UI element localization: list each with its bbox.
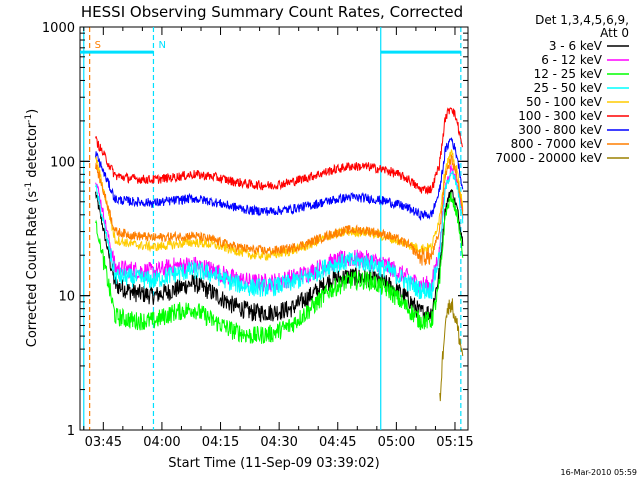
y-tick-label: 10 <box>58 290 75 305</box>
legend-header-0: Det 1,3,4,5,6,9, <box>535 13 629 27</box>
legend-entry-label: 50 - 100 keV <box>526 95 603 109</box>
x-tick-label: 04:15 <box>202 435 239 450</box>
x-tick-label: 04:45 <box>319 435 356 450</box>
annotation-label-n: N <box>158 40 165 51</box>
series-line-2 <box>95 192 464 344</box>
chart-title: HESSI Observing Summary Count Rates, Cor… <box>81 3 463 21</box>
x-tick-label: 05:15 <box>436 435 473 450</box>
timestamp: 16-Mar-2010 05:59 <box>561 468 638 477</box>
plot-frame <box>79 26 469 431</box>
legend-entry-label: 7000 - 20000 keV <box>495 151 602 165</box>
x-tick-label: 03:45 <box>85 435 122 450</box>
legend-entry-label: 3 - 6 keV <box>549 39 603 53</box>
legend-entry-label: 300 - 800 keV <box>518 123 602 137</box>
y-axis-label-part2: detector <box>25 122 40 182</box>
series-layer <box>95 107 464 402</box>
legend-header-1: Att 0 <box>600 26 629 40</box>
legend-entry-label: 800 - 7000 keV <box>511 137 603 151</box>
y-tick-label: 1000 <box>42 21 75 36</box>
y-axis-label-sup1: -1 <box>24 182 34 191</box>
legend-entry-label: 12 - 25 keV <box>534 67 603 81</box>
y-axis-label-part1: Corrected Count Rate (s <box>25 191 40 348</box>
x-tick-label: 04:00 <box>143 435 180 450</box>
series-line-7 <box>95 153 464 266</box>
series-line-1 <box>95 164 464 295</box>
x-axis: 03:45 04:00 04:15 04:30 04:45 05:00 05:15 <box>83 27 474 450</box>
legend-entry-label: 25 - 50 keV <box>534 81 603 95</box>
series-line-6 <box>95 137 464 221</box>
legend-entry-label: 6 - 12 keV <box>541 53 603 67</box>
x-axis-label: Start Time (11-Sep-09 03:39:02) <box>168 456 379 471</box>
y-tick-label: 100 <box>50 155 75 170</box>
y-axis-label-part3: ) <box>25 109 40 114</box>
x-tick-label: 05:00 <box>378 435 415 450</box>
series-line-5 <box>95 107 463 196</box>
series-line-3 <box>95 170 464 300</box>
y-axis-label: Corrected Count Rate (s-1 detector-1) <box>24 109 40 347</box>
y-axis-label-sup2: -1 <box>24 114 34 123</box>
legend-entry-label: 100 - 300 keV <box>518 109 602 123</box>
y-tick-label: 1 <box>67 424 75 439</box>
x-tick-label: 04:30 <box>260 435 297 450</box>
y-axis: 1 10 100 1000 <box>42 21 468 439</box>
series-line-8 <box>439 298 464 402</box>
annotation-label-s: S <box>95 40 101 51</box>
